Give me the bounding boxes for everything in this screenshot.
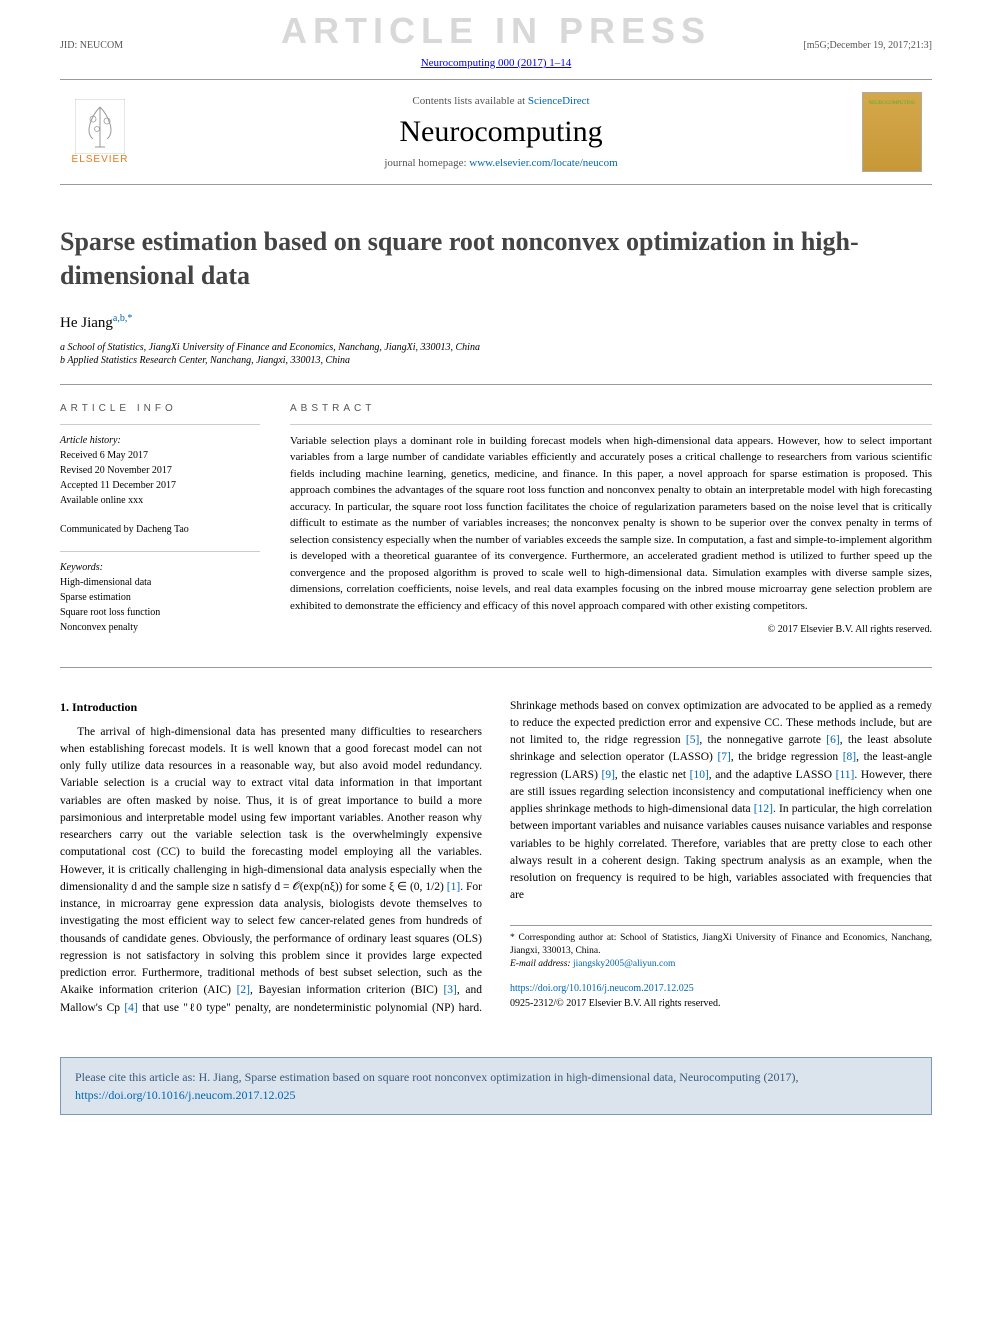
ref-link[interactable]: [12] (754, 803, 773, 815)
sciencedirect-link[interactable]: ScienceDirect (528, 95, 590, 107)
homepage-line: journal homepage: www.elsevier.com/locat… (140, 157, 862, 169)
body-text: , Bayesian information criterion (BIC) (250, 984, 443, 996)
section-title: Introduction (72, 700, 137, 714)
ref-link[interactable]: [10] (690, 769, 709, 781)
author-line: He Jianga,b,* (60, 313, 932, 332)
history-revised: Revised 20 November 2017 (60, 463, 260, 478)
journal-header: ELSEVIER Contents lists available at Sci… (60, 79, 932, 185)
issn-copyright: 0925-2312/© 2017 Elsevier B.V. All right… (510, 996, 932, 1011)
body-text: , the elastic net (615, 769, 690, 781)
article-info-column: ARTICLE INFO Article history: Received 6… (60, 403, 260, 649)
elsevier-wordmark: ELSEVIER (72, 154, 129, 165)
stamp-label: [m5G;December 19, 2017;21:3] (803, 40, 932, 51)
keyword: Square root loss function (60, 605, 260, 620)
elsevier-logo: ELSEVIER (60, 99, 140, 165)
divider (60, 384, 932, 385)
doi-block: https://doi.org/10.1016/j.neucom.2017.12… (510, 981, 932, 1011)
keyword: Nonconvex penalty (60, 620, 260, 635)
ref-link[interactable]: [8] (843, 751, 856, 763)
ref-link[interactable]: [9] (602, 769, 615, 781)
journal-ref-link[interactable]: Neurocomputing 000 (2017) 1–14 (421, 57, 572, 69)
keywords-label: Keywords: (60, 560, 260, 575)
body-text: , the bridge regression (731, 751, 843, 763)
article-info-heading: ARTICLE INFO (60, 403, 260, 414)
cite-text: Please cite this article as: H. Jiang, S… (75, 1070, 799, 1084)
author-name: He Jiang (60, 315, 113, 331)
history-accepted: Accepted 11 December 2017 (60, 478, 260, 493)
citation-box: Please cite this article as: H. Jiang, S… (60, 1057, 932, 1115)
top-metadata-row: JID: NEUCOM [m5G;December 19, 2017;21:3] (60, 40, 932, 51)
section-heading: 1. Introduction (60, 698, 482, 716)
elsevier-tree-icon (75, 99, 125, 154)
ref-link[interactable]: [5] (686, 734, 699, 746)
body-text: The arrival of high-dimensional data has… (60, 726, 482, 893)
body-text: . In particular, the high correlation be… (510, 803, 932, 901)
ref-link[interactable]: [1] (447, 881, 460, 893)
article-title: Sparse estimation based on square root n… (60, 225, 932, 293)
corresponding-author-note: * Corresponding author at: School of Sta… (510, 932, 932, 959)
contents-line: Contents lists available at ScienceDirec… (140, 95, 862, 107)
journal-reference: Neurocomputing 000 (2017) 1–14 (60, 57, 932, 69)
ref-link[interactable]: [11] (836, 769, 855, 781)
email-line: E-mail address: jiangsky2005@aliyun.com (510, 958, 932, 971)
body-two-columns: 1. Introduction The arrival of high-dime… (60, 698, 932, 1017)
keyword: Sparse estimation (60, 590, 260, 605)
email-link[interactable]: jiangsky2005@aliyun.com (573, 959, 675, 969)
homepage-link[interactable]: www.elsevier.com/locate/neucom (469, 157, 617, 169)
cite-doi-link[interactable]: https://doi.org/10.1016/j.neucom.2017.12… (75, 1088, 295, 1102)
affiliation-b: b Applied Statistics Research Center, Na… (60, 355, 932, 366)
keyword: High-dimensional data (60, 575, 260, 590)
page: JID: NEUCOM [m5G;December 19, 2017;21:3]… (0, 0, 992, 1037)
ref-link[interactable]: [3] (443, 984, 456, 996)
contents-prefix: Contents lists available at (412, 95, 527, 107)
email-label: E-mail address: (510, 959, 573, 969)
info-abstract-row: ARTICLE INFO Article history: Received 6… (60, 403, 932, 649)
history-received: Received 6 May 2017 (60, 448, 260, 463)
ref-link[interactable]: [2] (237, 984, 250, 996)
divider (60, 667, 932, 668)
abstract-column: ABSTRACT Variable selection plays a domi… (290, 403, 932, 649)
body-text: , and the adaptive LASSO (709, 769, 836, 781)
body-text: , the nonnegative garrote (699, 734, 826, 746)
ref-link[interactable]: [6] (826, 734, 839, 746)
history-block: Article history: Received 6 May 2017 Rev… (60, 424, 260, 508)
abstract-copyright: © 2017 Elsevier B.V. All rights reserved… (290, 624, 932, 635)
header-center: Contents lists available at ScienceDirec… (140, 95, 862, 169)
author-marks: a,b,* (113, 313, 132, 324)
keywords-block: Keywords: High-dimensional data Sparse e… (60, 551, 260, 635)
affiliation-a: a School of Statistics, JiangXi Universi… (60, 342, 932, 353)
homepage-prefix: journal homepage: (384, 157, 469, 169)
section-number: 1. (60, 700, 69, 714)
journal-name: Neurocomputing (140, 115, 862, 149)
footnote-block: * Corresponding author at: School of Sta… (510, 925, 932, 972)
doi-link[interactable]: https://doi.org/10.1016/j.neucom.2017.12… (510, 983, 694, 994)
communicated-block: Communicated by Dacheng Tao (60, 522, 260, 537)
abstract-heading: ABSTRACT (290, 403, 932, 414)
history-label: Article history: (60, 433, 260, 448)
history-online: Available online xxx (60, 493, 260, 508)
cover-title: NEUROCOMPUTING (869, 101, 916, 106)
journal-cover-thumb: NEUROCOMPUTING (862, 92, 922, 172)
ref-link[interactable]: [4] (124, 1002, 137, 1014)
ref-link[interactable]: [7] (717, 751, 730, 763)
abstract-text: Variable selection plays a dominant role… (290, 424, 932, 615)
jid-label: JID: NEUCOM (60, 40, 123, 51)
